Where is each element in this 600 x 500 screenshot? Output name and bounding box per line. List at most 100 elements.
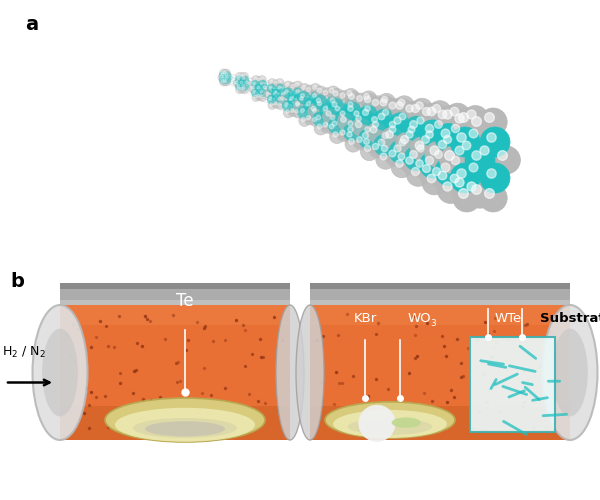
Circle shape	[412, 156, 433, 178]
Bar	[60, 300, 290, 305]
Circle shape	[337, 90, 352, 106]
Text: H$_2$ / N$_2$: H$_2$ / N$_2$	[2, 346, 46, 360]
Circle shape	[241, 82, 248, 90]
Circle shape	[453, 108, 481, 136]
Circle shape	[381, 128, 403, 148]
Circle shape	[434, 167, 458, 192]
Circle shape	[416, 131, 442, 156]
Bar	[310, 406, 570, 440]
Circle shape	[429, 146, 454, 171]
Bar	[310, 283, 570, 305]
Circle shape	[327, 112, 341, 126]
Circle shape	[251, 89, 259, 97]
Circle shape	[255, 84, 263, 92]
Circle shape	[374, 134, 395, 156]
Ellipse shape	[133, 418, 237, 438]
Circle shape	[378, 129, 397, 148]
Circle shape	[243, 79, 251, 87]
Ellipse shape	[552, 328, 588, 416]
Circle shape	[389, 140, 412, 164]
Circle shape	[267, 84, 276, 93]
Circle shape	[345, 136, 361, 152]
Bar	[60, 283, 290, 305]
Circle shape	[224, 74, 232, 82]
Circle shape	[428, 164, 451, 186]
Circle shape	[395, 109, 416, 130]
Text: WTe: WTe	[494, 312, 521, 325]
Circle shape	[261, 84, 269, 92]
Circle shape	[376, 96, 395, 116]
Circle shape	[359, 405, 395, 442]
Circle shape	[314, 86, 328, 99]
Circle shape	[320, 88, 334, 101]
Circle shape	[389, 112, 412, 136]
Circle shape	[258, 94, 266, 102]
Circle shape	[352, 118, 370, 136]
Circle shape	[235, 76, 244, 84]
Circle shape	[463, 124, 491, 152]
Circle shape	[466, 112, 494, 140]
Circle shape	[241, 86, 248, 94]
Circle shape	[238, 79, 246, 87]
Circle shape	[288, 106, 298, 117]
Circle shape	[386, 118, 404, 136]
Circle shape	[428, 100, 451, 124]
Circle shape	[343, 102, 361, 120]
Bar	[60, 283, 290, 289]
Circle shape	[241, 72, 248, 80]
Circle shape	[437, 106, 464, 132]
Circle shape	[328, 118, 344, 134]
Circle shape	[407, 100, 430, 124]
Circle shape	[304, 114, 316, 125]
Circle shape	[323, 108, 337, 124]
Circle shape	[304, 99, 316, 111]
Circle shape	[252, 76, 260, 84]
Circle shape	[463, 158, 491, 186]
Circle shape	[219, 76, 227, 84]
Circle shape	[369, 140, 387, 158]
Circle shape	[377, 142, 395, 160]
Circle shape	[449, 140, 477, 168]
Circle shape	[344, 128, 358, 144]
Circle shape	[268, 101, 276, 110]
Circle shape	[313, 112, 327, 126]
Ellipse shape	[333, 410, 447, 438]
Circle shape	[429, 116, 454, 141]
Circle shape	[479, 108, 507, 136]
Circle shape	[223, 78, 230, 86]
Circle shape	[480, 127, 510, 157]
Circle shape	[377, 94, 395, 112]
Circle shape	[391, 98, 413, 120]
Circle shape	[352, 112, 370, 130]
Circle shape	[435, 124, 463, 152]
Circle shape	[238, 73, 246, 81]
Circle shape	[401, 126, 424, 150]
Circle shape	[272, 100, 280, 108]
Circle shape	[310, 92, 322, 104]
Circle shape	[304, 85, 316, 96]
Circle shape	[359, 106, 378, 125]
Circle shape	[446, 152, 472, 178]
Ellipse shape	[296, 305, 324, 440]
Bar	[310, 305, 570, 440]
Circle shape	[337, 126, 352, 142]
Circle shape	[361, 136, 377, 152]
Circle shape	[320, 104, 334, 118]
Ellipse shape	[145, 421, 225, 436]
Circle shape	[293, 100, 304, 111]
Circle shape	[385, 122, 406, 143]
Circle shape	[310, 84, 321, 95]
Circle shape	[396, 132, 419, 155]
Circle shape	[450, 163, 480, 193]
Circle shape	[264, 90, 272, 98]
Ellipse shape	[348, 418, 432, 435]
Circle shape	[353, 134, 369, 150]
Circle shape	[314, 122, 328, 135]
Circle shape	[326, 86, 340, 99]
Circle shape	[267, 95, 276, 104]
Circle shape	[369, 96, 387, 114]
Ellipse shape	[115, 408, 255, 442]
Circle shape	[287, 94, 298, 105]
Circle shape	[299, 115, 310, 126]
Bar	[310, 300, 570, 305]
